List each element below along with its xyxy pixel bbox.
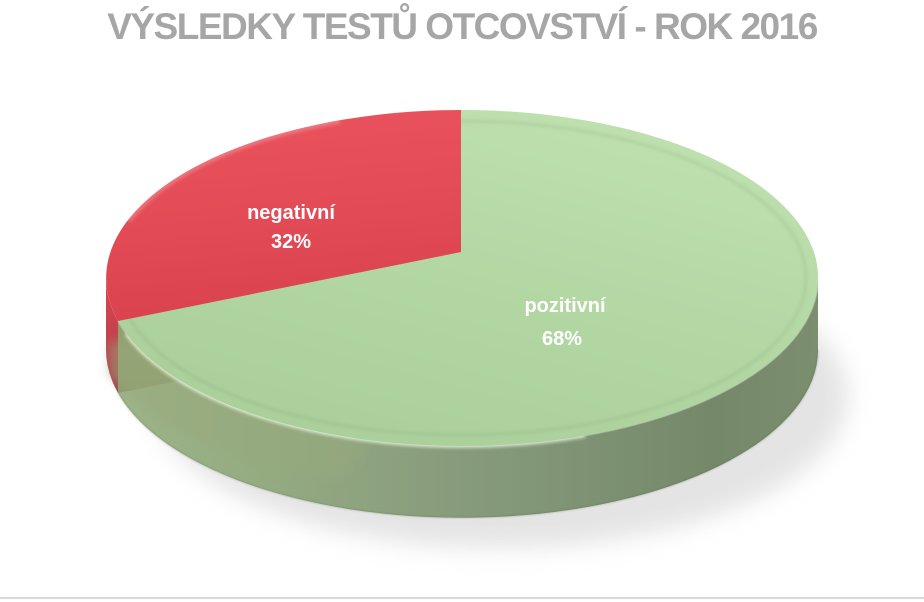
positive-slice[interactable] xyxy=(118,109,819,446)
bottom-divider-line xyxy=(0,597,924,599)
negative-slice-label: negativní xyxy=(247,202,336,224)
positive-slice-label: pozitivní xyxy=(524,295,607,317)
positive-slice-inner-ring xyxy=(118,119,808,437)
chart-title: VÝSLEDKY TESTŮ OTCOVSTVÍ - ROK 2016 xyxy=(107,6,818,47)
positive-slice-value: 68% xyxy=(542,328,582,350)
bottom-edge-crease xyxy=(117,349,819,519)
negative-slice[interactable] xyxy=(106,110,461,321)
front-rim-highlight-strong xyxy=(125,333,586,448)
negative-slice-value: 32% xyxy=(271,231,311,253)
